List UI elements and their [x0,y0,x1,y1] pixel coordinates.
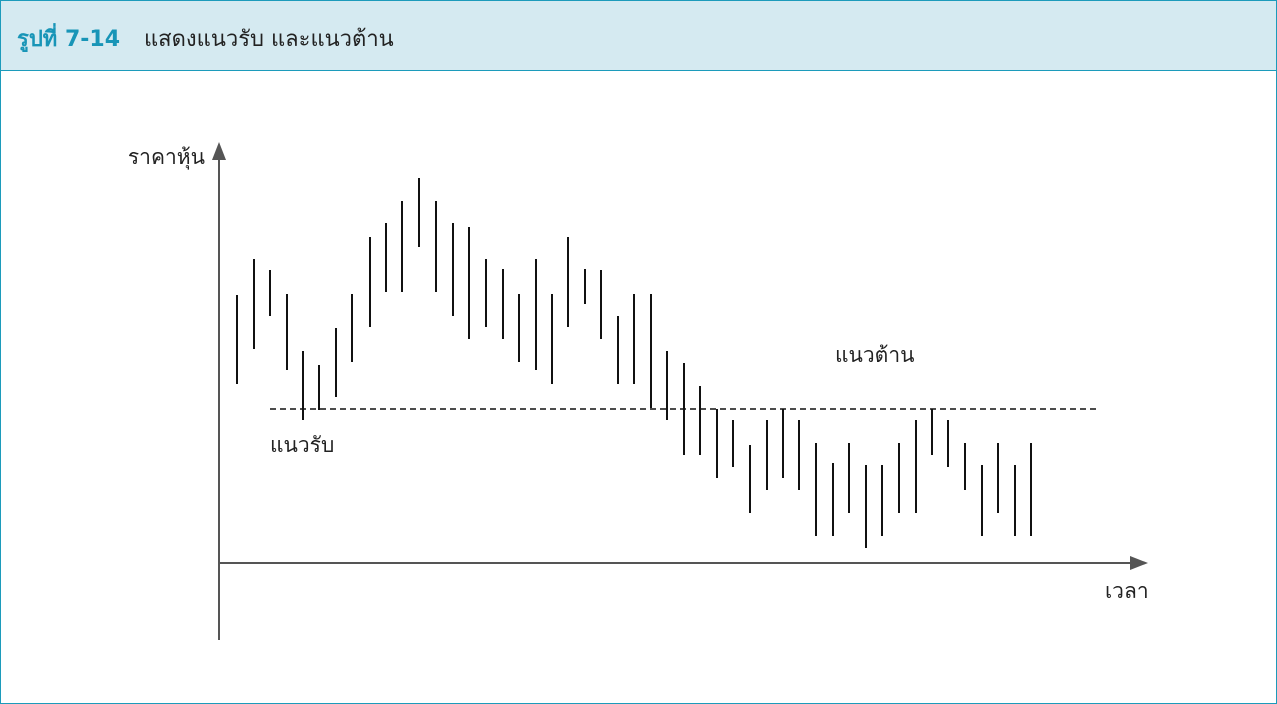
y-axis-label: ราคาหุ้น [128,145,205,170]
x-arrow [1130,556,1148,570]
resistance-label: แนวต้าน [835,343,914,367]
figure-title: แสดงแนวรับ และแนวต้าน [144,27,394,52]
figure-header: รูปที่ 7-14 แสดงแนวรับ และแนวต้าน [1,1,1276,71]
price-bars [236,178,1032,548]
figure-number: รูปที่ 7-14 [17,27,120,52]
y-arrow [212,142,226,160]
support-label: แนวรับ [270,433,334,457]
x-axis-label: เวลา [1105,579,1149,603]
